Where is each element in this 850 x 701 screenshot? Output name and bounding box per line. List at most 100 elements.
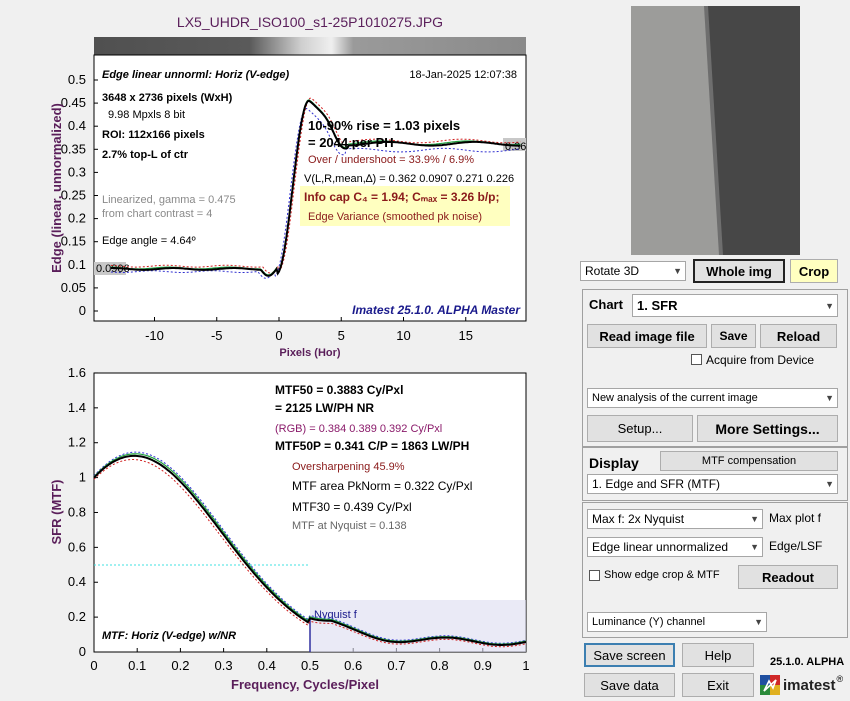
rotate-select[interactable]: Rotate 3D ▼ [580,261,686,281]
right-value: 0.36 [505,141,526,153]
linearized: Linearized, gamma = 0.475 [102,194,236,206]
read-image-button[interactable]: Read image file [587,324,707,348]
mtf-y-ticks: 0 0.2 0.4 0.6 0.8 1 1.2 1.4 1.6 [68,365,98,659]
max-plot-label: Max plot f [769,511,822,525]
save-button[interactable]: Save [711,324,756,348]
chevron-down-icon: ▼ [750,542,759,552]
edge-y-ticks: 0 0.05 0.1 0.15 0.2 0.25 0.3 0.35 0.4 0.45 0.5 [61,72,98,318]
mtf-at-nyquist: MTF at Nyquist = 0.138 [292,520,407,532]
left-value-box [94,262,126,275]
edge-ylabel: Edge (linear, unnormalized) [49,103,64,273]
readout-button[interactable]: Readout [738,565,838,589]
roi-location: 2.7% top-L of ctr [102,149,189,161]
edge-x-tick-label: 5 [338,328,345,343]
mtf-x-tick-label: 0.8 [431,658,449,673]
edge-xlabel: Pixels (Hor) [279,347,340,359]
save-data-button[interactable]: Save data [584,673,675,697]
edge-y-tick-label: 0.45 [61,95,86,110]
rise-value: 10-90% rise = 1.03 pixels [308,118,460,133]
edge-y-tick-label: 0.4 [68,118,86,133]
edge-plot-select[interactable]: Edge linear unnormalized ▼ [587,537,763,557]
acquire-label: Acquire from Device [706,353,815,367]
edge-x-tick-label: 0 [275,328,282,343]
edge-x-tick-label: 10 [396,328,410,343]
mtf-y-tick-label: 0.8 [68,504,86,519]
info-cap-box [300,186,510,226]
reload-button[interactable]: Reload [760,324,837,348]
image-title: LX5_UHDR_ISO100_s1-25P1010275.JPG [177,14,443,30]
mtf50-lw: = 2125 LW/PH NR [275,401,374,415]
edge-angle: Edge angle = 4.64º [102,235,196,247]
mtf-y-tick-label: 1 [79,470,86,485]
help-button[interactable]: Help [682,643,754,667]
overshoot: Over / undershoot = 33.9% / 6.9% [308,154,474,166]
mtf-y-tick-label: 0.6 [68,539,86,554]
chart-label: Chart [589,297,623,312]
mtf-x-tick-label: 0.6 [344,658,362,673]
chart-value: 1. SFR [637,298,678,313]
more-settings-button[interactable]: More Settings... [697,415,838,442]
setup-button[interactable]: Setup... [587,415,693,442]
edge-x-tick-label: -5 [211,328,223,343]
channel-select[interactable]: Luminance (Y) channel ▼ [587,612,767,632]
edge-crop-image [631,6,800,255]
save-screen-button[interactable]: Save screen [584,643,675,667]
rise-per-ph: = 2044 per PH [308,135,394,150]
crop-button[interactable]: Crop [790,259,838,283]
edge-y-tick-label: 0.2 [68,211,86,226]
mtf-curve-red [93,458,527,648]
mtf-ylabel: SFR (MTF) [49,480,64,545]
oversharpening: Oversharpening 45.9% [292,461,405,473]
chevron-down-icon: ▼ [754,617,763,627]
edge-date: 18-Jan-2025 12:07:38 [409,69,517,81]
whole-img-button[interactable]: Whole img [693,259,785,283]
acquire-checkbox[interactable] [691,354,702,365]
imatest-logo-text: imatest [783,676,836,694]
max-f-value: Max f: 2x Nyquist [592,512,685,526]
mtf-x-tick-label: 0.5 [301,658,319,673]
edge-lsf-label: Edge/LSF [769,539,823,553]
chevron-down-icon: ▼ [750,514,759,524]
imatest-logo-icon [760,675,780,695]
analysis-value: New analysis of the current image [592,392,758,404]
mtf-y-tick-label: 1.6 [68,365,86,380]
mtf-compensation-button[interactable]: MTF compensation [660,451,838,471]
edge-curve-luminance [110,99,521,277]
analysis-select[interactable]: New analysis of the current image ▼ [587,388,838,408]
chart-select[interactable]: 1. SFR ▼ [632,294,838,317]
mtf-caption: MTF: Horiz (V-edge) w/NR [102,630,236,642]
mtf-y-tick-label: 1.4 [68,400,86,415]
edge-variance: Edge Variance (smoothed pk noise) [308,211,482,223]
info-cap: Info cap C₄ = 1.94; Cₘₐₓ = 3.26 b/p; [304,190,500,204]
image-size: 3648 x 2736 pixels (WxH) [102,92,233,104]
chevron-down-icon: ▼ [825,393,834,403]
mtf-curve-luminance [93,454,527,646]
mtf-x-tick-label: 0.9 [474,658,492,673]
mtf-x-tick-label: 0.2 [171,658,189,673]
mtf-x-tick-label: 1 [522,658,529,673]
display-select[interactable]: 1. Edge and SFR (MTF) ▼ [587,474,838,494]
edge-y-tick-label: 0.15 [61,234,86,249]
imatest-watermark: Imatest 25.1.0. ALPHA Master [352,303,521,317]
megapixels: 9.98 Mpxls 8 bit [108,109,185,121]
mtf-x-tick-label: 0.7 [387,658,405,673]
exit-button[interactable]: Exit [682,673,754,697]
mtf-x-tick-label: 0.4 [258,658,276,673]
mtf-x-ticks: 0 0.1 0.2 0.3 0.4 0.5 0.6 0.7 0.8 0.9 1 [90,648,530,673]
chevron-down-icon: ▼ [825,479,834,489]
mtf-y-tick-label: 1.2 [68,435,86,450]
max-f-select[interactable]: Max f: 2x Nyquist ▼ [587,509,763,529]
edge-gradient-strip [94,37,526,55]
edge-y-tick-label: 0 [79,303,86,318]
show-edge-checkbox[interactable] [589,570,600,581]
edge-subtitle: Edge linear unnorml: Horiz (V-edge) [102,69,290,81]
mtf-x-tick-label: 0.3 [215,658,233,673]
mtf50p: MTF50P = 0.341 C/P = 1863 LW/PH [275,439,469,453]
edge-y-tick-label: 0.5 [68,72,86,87]
edge-y-tick-label: 0.05 [61,280,86,295]
plots-canvas: LX5_UHDR_ISO100_s1-25P1010275.JPG 0 0.05 0… [49,14,530,692]
imatest-logo: imatest ® [760,674,846,696]
edge-x-tick-label: 15 [459,328,473,343]
mtf-x-tick-label: 0.1 [128,658,146,673]
mtf-rgb: (RGB) = 0.384 0.389 0.392 Cy/Pxl [275,423,442,435]
